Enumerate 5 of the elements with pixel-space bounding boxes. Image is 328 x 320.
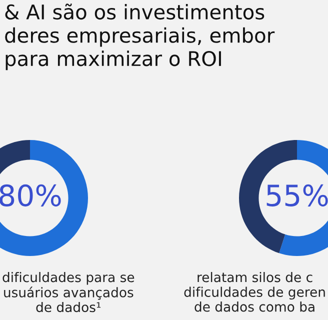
text: relatam silos de c dificuldades de geren de dados como ba bbox=[184, 272, 325, 312]
data-label: 55% bbox=[266, 184, 328, 206]
data-label: 80% bbox=[0, 184, 61, 206]
text: & AI são os investimentos deres empresariais, embor para maximizar o ROI bbox=[5, 4, 275, 70]
text: dificuldades para se usuários avançados de dados¹ bbox=[2, 272, 134, 312]
